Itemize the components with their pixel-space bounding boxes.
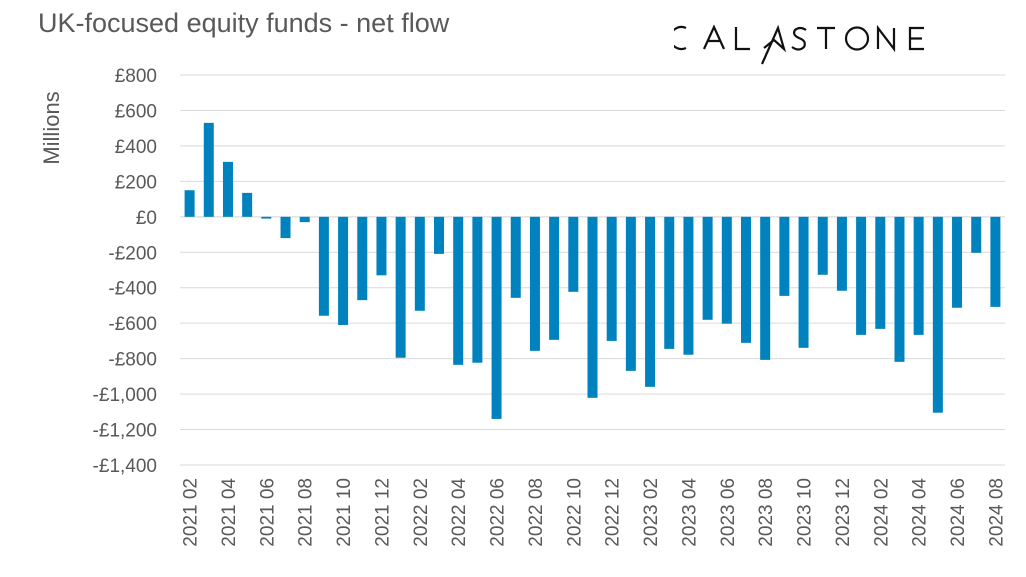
- bar: [664, 216, 675, 349]
- bar: [971, 216, 982, 253]
- chart-title: UK-focused equity funds - net flow: [38, 8, 450, 38]
- x-tick-label: 2021 02: [181, 478, 202, 547]
- bar: [376, 216, 387, 276]
- bar: [875, 216, 886, 329]
- bar: [625, 216, 636, 371]
- bar: [606, 216, 617, 341]
- bar: [740, 216, 751, 343]
- x-tick-label: 2021 12: [372, 478, 393, 547]
- bar: [587, 216, 598, 398]
- y-tick-label: -£1,000: [93, 385, 157, 406]
- x-tick-label: 2024 04: [910, 478, 931, 547]
- bar: [952, 216, 963, 308]
- bar: [568, 216, 579, 292]
- bar: [894, 216, 905, 362]
- bar: [798, 216, 809, 348]
- bar: [395, 216, 406, 358]
- x-tick-label: 2021 08: [296, 478, 317, 547]
- bar: [299, 216, 310, 223]
- y-tick-label: -£400: [108, 279, 157, 300]
- bar: [932, 216, 943, 413]
- y-tick-label: £600: [115, 101, 157, 122]
- x-tick-label: 2022 08: [526, 478, 547, 547]
- bar: [472, 216, 483, 363]
- x-tick-label: 2023 10: [795, 478, 816, 547]
- bar: [529, 216, 540, 351]
- bar: [645, 216, 656, 387]
- y-tick-label: £800: [115, 66, 157, 87]
- y-tick-label: -£800: [108, 350, 157, 371]
- bar: [721, 216, 732, 324]
- bar: [414, 216, 425, 311]
- y-axis-label: Millions: [39, 91, 64, 164]
- x-tick-label: 2023 06: [718, 478, 739, 547]
- x-tick-label: 2023 02: [641, 478, 662, 547]
- x-tick-label: 2021 04: [219, 478, 240, 547]
- bar: [683, 216, 694, 355]
- bar: [357, 216, 368, 301]
- bar: [242, 192, 253, 217]
- x-tick-label: 2024 02: [871, 478, 892, 547]
- y-tick-label: -£1,400: [93, 456, 157, 477]
- bar: [549, 216, 560, 340]
- x-tick-label: 2024 06: [948, 478, 969, 547]
- y-tick-label: -£600: [108, 314, 157, 335]
- bar: [856, 216, 867, 335]
- y-tick-label: £400: [115, 137, 157, 158]
- bar: [318, 216, 329, 316]
- calastone-logo: [669, 22, 944, 80]
- bar: [280, 216, 291, 239]
- bar: [836, 216, 847, 291]
- x-tick-label: 2021 06: [257, 478, 278, 547]
- bar: [491, 216, 502, 419]
- bar: [261, 216, 272, 219]
- bar: [760, 216, 771, 360]
- bar: [510, 216, 521, 298]
- bar: [338, 216, 349, 325]
- y-tick-label: -£1,200: [93, 421, 157, 442]
- bar: [184, 190, 195, 217]
- y-tick-label: £0: [136, 208, 157, 229]
- bar: [779, 216, 790, 296]
- x-tick-label: 2022 12: [603, 478, 624, 547]
- x-tick-label: 2024 08: [986, 478, 1007, 547]
- y-tick-label: £200: [115, 172, 157, 193]
- x-tick-label: 2022 10: [564, 478, 585, 547]
- x-tick-label: 2021 10: [334, 478, 355, 547]
- bar: [913, 216, 924, 335]
- bar: [222, 161, 233, 217]
- x-tick-label: 2022 02: [411, 478, 432, 547]
- bar: [203, 122, 214, 217]
- bar: [702, 216, 713, 320]
- x-tick-label: 2023 08: [756, 478, 777, 547]
- x-tick-label: 2023 12: [833, 478, 854, 547]
- bar: [453, 216, 464, 365]
- x-tick-label: 2023 04: [679, 478, 700, 547]
- bar: [817, 216, 828, 275]
- bar: [990, 216, 1001, 307]
- x-tick-label: 2022 04: [449, 478, 470, 547]
- bar: [434, 216, 445, 254]
- y-tick-label: -£200: [108, 243, 157, 264]
- x-tick-label: 2022 06: [488, 478, 509, 547]
